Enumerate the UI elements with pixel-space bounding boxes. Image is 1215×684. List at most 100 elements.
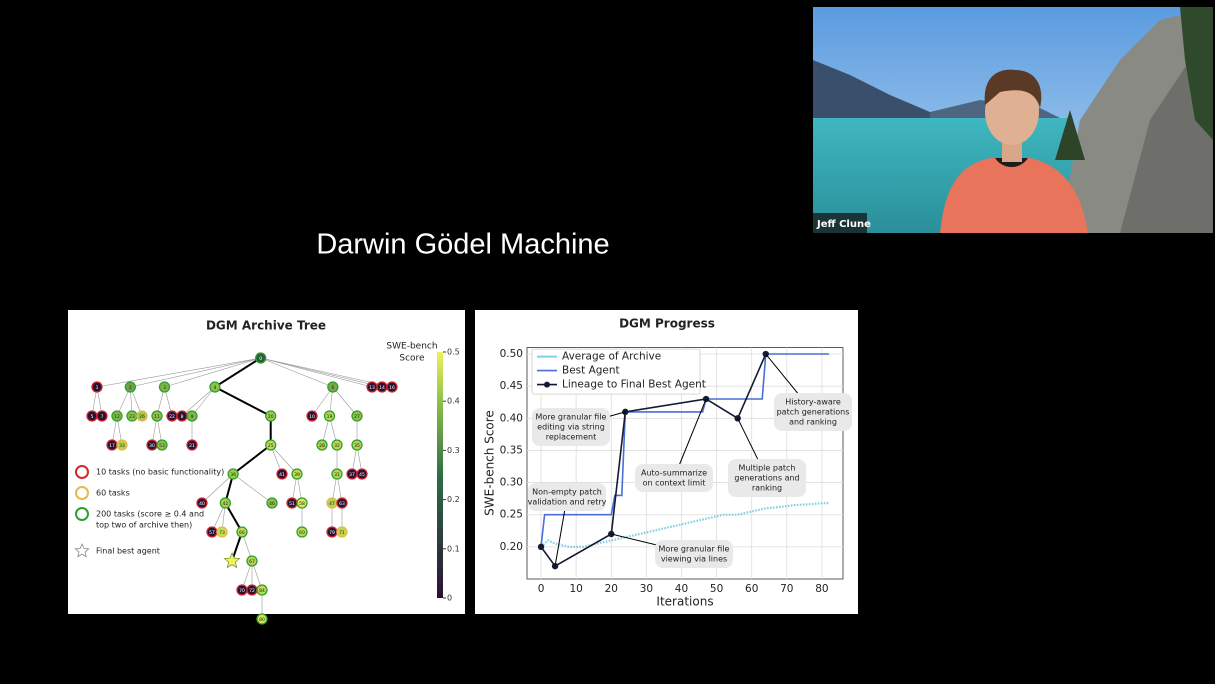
tree-node-label: 13 — [369, 385, 375, 391]
annotation-text: and ranking — [789, 418, 837, 427]
x-tick-label: 40 — [675, 583, 688, 595]
tree-node-label: 2 — [129, 385, 132, 391]
tree-node-label: 41 — [279, 472, 285, 478]
tree-node-label: 47 — [329, 501, 335, 507]
tree-node-label: 0 — [259, 356, 262, 362]
tree-node-label: 40 — [199, 501, 205, 507]
tree-node-label: 16 — [389, 385, 395, 391]
page: { "video": {"name": "Jeff Clune"}, "slid… — [0, 0, 1215, 684]
legend-text: 60 tasks — [96, 489, 130, 498]
tree-node-label: 30 — [149, 443, 155, 449]
tree-node-label: 31 — [334, 472, 340, 478]
annotation-text: validation and retry — [528, 498, 607, 507]
tree-node-label: 6 — [331, 385, 334, 391]
annotation-text: viewing via lines — [661, 555, 727, 564]
tree-node-label: 23 — [129, 414, 135, 420]
tree-node-label: 19 — [327, 414, 333, 420]
tree-node-label: 7 — [101, 414, 104, 420]
colorbar-tick-label: 0.4 — [447, 397, 460, 406]
tree-node-label: 80 — [259, 617, 265, 623]
tree-node-label: 3 — [163, 385, 166, 391]
tree-node-label: 17 — [109, 443, 115, 449]
tree-node-label: 84 — [259, 588, 265, 594]
x-tick-label: 80 — [815, 583, 828, 595]
annotation-text: Auto-summarize — [641, 469, 707, 478]
annotation-text: More granular file — [536, 413, 607, 422]
colorbar — [437, 352, 443, 598]
tree-node-label: 26 — [139, 414, 145, 420]
annotation-text: Multiple patch — [739, 464, 796, 473]
x-tick-label: 20 — [605, 583, 618, 595]
colorbar-tick-label: 0.2 — [447, 495, 460, 504]
tree-node-label: 28 — [319, 443, 325, 449]
tree-node-label: 8 — [181, 414, 184, 420]
annotation-text: Non-empty patch — [532, 488, 602, 497]
tree-node-label: 46 — [269, 501, 275, 507]
legend-label: Average of Archive — [562, 351, 661, 363]
colorbar-tick-label: 0 — [447, 594, 452, 603]
y-tick-label: 0.20 — [500, 541, 523, 553]
x-axis-label: Iterations — [656, 595, 713, 609]
colorbar-tick-label: 0.5 — [447, 348, 460, 357]
participant-name: Jeff Clune — [816, 219, 871, 230]
annotation-text: replacement — [546, 433, 596, 442]
tree-node-label: 72 — [249, 588, 255, 594]
tree-node-label: 4 — [213, 385, 216, 391]
y-tick-label: 0.30 — [500, 477, 523, 489]
tree-node-label: 1 — [96, 385, 99, 391]
y-tick-label: 0.35 — [500, 444, 523, 456]
tree-node-label: 37 — [349, 472, 355, 478]
tree-node-label: 70 — [239, 588, 245, 594]
colorbar-label: Score — [399, 354, 425, 364]
slide-title: Darwin Gödel Machine — [316, 229, 609, 261]
tree-node-label: 14 — [379, 385, 385, 391]
video-tile: Jeff Clune — [813, 7, 1213, 233]
colorbar-tick-label: 0.1 — [447, 544, 460, 553]
annotation-text: on context limit — [643, 479, 706, 488]
tree-node-label: 79 — [329, 530, 335, 536]
annotation-text: ranking — [752, 484, 782, 493]
tree-node-label: 45 — [359, 472, 365, 478]
y-axis-label: SWE-bench Score — [483, 410, 497, 516]
tree-title: DGM Archive Tree — [206, 319, 326, 333]
tree-node-label: 71 — [339, 530, 345, 536]
tree-node-label: 60 — [299, 530, 305, 536]
annotation-text: patch generations — [777, 408, 850, 417]
tree-node-label: 5 — [91, 414, 94, 420]
lineage-point — [622, 409, 628, 415]
tree-node-label: 10 — [309, 414, 315, 420]
chart-title: DGM Progress — [619, 317, 715, 331]
tree-node-label: 22 — [169, 414, 175, 420]
screen: Jeff Clune Darwin Gödel Machine DGM Arch… — [0, 0, 1215, 684]
lineage-point — [538, 544, 544, 550]
y-tick-label: 0.50 — [500, 348, 523, 360]
tree-node-label: 27 — [354, 414, 360, 420]
legend-swatch-point — [544, 382, 550, 388]
tree-node-label: 42 — [222, 501, 228, 507]
x-tick-label: 0 — [538, 583, 545, 595]
tree-node-label: 39 — [294, 472, 300, 478]
colorbar-tick-label: 0.3 — [447, 446, 460, 455]
tree-node-label: 32 — [334, 443, 340, 449]
tree-node-label: 11 — [154, 414, 160, 420]
tree-node-label: 12 — [114, 414, 120, 420]
x-tick-label: 50 — [710, 583, 723, 595]
legend-text: Final best agent — [96, 547, 160, 556]
tree-node-label: 51 — [289, 501, 295, 507]
tree-node-label: 20 — [268, 414, 274, 420]
tree-node-label: 58 — [299, 501, 305, 507]
legend-label: Lineage to Final Best Agent — [562, 379, 706, 391]
annotation-text: editing via string — [537, 423, 605, 432]
tree-node-label: 25 — [268, 443, 274, 449]
x-tick-label: 60 — [745, 583, 758, 595]
tree-node-label: 21 — [189, 443, 195, 449]
tree-node-label: 9 — [191, 414, 194, 420]
colorbar-label: SWE-bench — [386, 342, 437, 352]
tree-node-label: 33 — [119, 443, 125, 449]
annotation-text: generations and — [734, 474, 799, 483]
legend-text: 10 tasks (no basic functionality) — [96, 468, 224, 477]
tree-node-label: 73 — [219, 530, 225, 536]
annotation-text: More granular file — [659, 545, 730, 554]
annotation-text: History-aware — [785, 398, 841, 407]
x-tick-label: 10 — [569, 583, 582, 595]
